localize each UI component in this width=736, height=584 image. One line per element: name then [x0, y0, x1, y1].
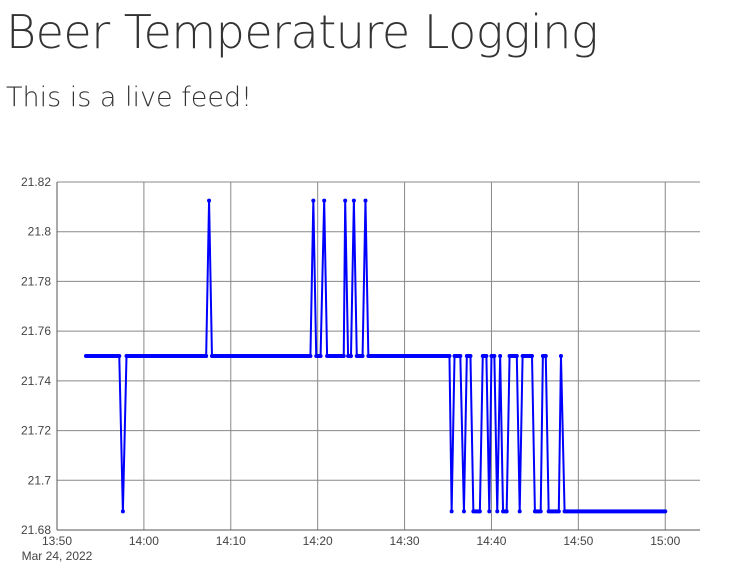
data-point-marker[interactable] — [492, 354, 497, 358]
y-tick-label: 21.74 — [21, 374, 51, 388]
data-point-marker[interactable] — [311, 198, 316, 203]
data-point-marker[interactable] — [447, 354, 452, 358]
data-point-marker[interactable] — [458, 354, 463, 358]
x-tick-label: 14:30 — [390, 534, 420, 548]
x-tick-label: 14:00 — [129, 534, 159, 548]
chart-tick-labels: 21.68 21.7 21.72 21.74 21.76 21.78 21.8 21.82 13… — [21, 175, 681, 563]
x-tick-label: 15:00 — [650, 534, 680, 548]
page-title: Beer Temperature Logging — [6, 5, 598, 59]
data-point-marker[interactable] — [487, 509, 492, 514]
x-tick-label: 14:50 — [563, 534, 593, 548]
data-point-marker[interactable] — [207, 198, 212, 203]
data-point-marker[interactable] — [341, 354, 346, 358]
data-point-marker[interactable] — [318, 354, 323, 358]
data-point-marker[interactable] — [117, 354, 122, 358]
data-point-marker[interactable] — [204, 354, 209, 358]
chart-axes — [56, 182, 700, 531]
data-point-marker[interactable] — [543, 354, 548, 358]
data-point-marker[interactable] — [360, 354, 365, 358]
data-point-marker[interactable] — [504, 509, 509, 514]
x-tick-label: 14:20 — [303, 534, 333, 548]
data-point-marker[interactable] — [663, 509, 668, 514]
data-point-marker[interactable] — [343, 198, 348, 203]
data-point-marker[interactable] — [558, 354, 563, 358]
y-tick-label: 21.82 — [21, 175, 51, 189]
data-point-marker[interactable] — [351, 198, 356, 203]
data-point-marker[interactable] — [348, 354, 353, 358]
x-tick-label: 13:50 — [42, 534, 72, 548]
data-point-marker[interactable] — [322, 198, 327, 203]
temperature-series-markers — [83, 198, 668, 514]
temperature-series-line — [85, 200, 666, 513]
data-point-marker[interactable] — [468, 354, 473, 358]
data-point-marker[interactable] — [461, 509, 466, 514]
y-tick-label: 21.78 — [21, 274, 51, 288]
data-point-marker[interactable] — [120, 509, 125, 514]
y-tick-label: 21.72 — [21, 424, 51, 438]
page-subtitle: This is a live feed! — [6, 82, 252, 113]
data-point-marker[interactable] — [363, 198, 368, 203]
data-point-marker[interactable] — [530, 354, 535, 358]
data-point-marker[interactable] — [449, 509, 454, 514]
y-tick-label: 21.76 — [21, 324, 51, 338]
data-point-marker[interactable] — [484, 354, 489, 358]
y-tick-label: 21.8 — [28, 225, 52, 239]
data-point-marker[interactable] — [498, 354, 503, 358]
y-tick-label: 21.7 — [28, 473, 52, 487]
data-point-marker[interactable] — [514, 354, 519, 358]
data-point-marker[interactable] — [495, 509, 500, 514]
data-point-marker[interactable] — [517, 509, 522, 514]
data-point-marker[interactable] — [538, 509, 543, 514]
data-point-marker[interactable] — [556, 509, 561, 514]
y-tick-label: 21.68 — [21, 523, 51, 537]
x-tick-label: 14:40 — [476, 534, 506, 548]
data-point-marker[interactable] — [477, 509, 482, 514]
data-point-marker[interactable] — [308, 354, 313, 358]
x-date-label: Mar 24, 2022 — [22, 549, 93, 563]
x-tick-label: 14:10 — [216, 534, 246, 548]
